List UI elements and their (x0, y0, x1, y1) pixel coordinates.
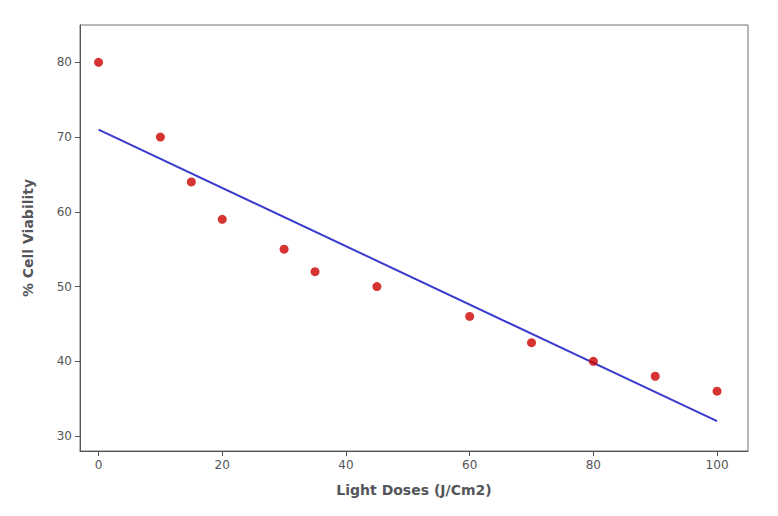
svg-text:20: 20 (215, 458, 230, 472)
svg-text:60: 60 (57, 205, 72, 219)
svg-text:40: 40 (338, 458, 353, 472)
svg-text:% Cell Viability: % Cell Viability (20, 179, 36, 297)
svg-text:80: 80 (586, 458, 601, 472)
svg-text:40: 40 (57, 354, 72, 368)
svg-text:60: 60 (462, 458, 477, 472)
svg-text:100: 100 (706, 458, 729, 472)
svg-text:80: 80 (57, 55, 72, 69)
svg-text:50: 50 (57, 280, 72, 294)
svg-text:70: 70 (57, 130, 72, 144)
svg-text:30: 30 (57, 429, 72, 443)
svg-text:0: 0 (95, 458, 103, 472)
svg-text:Light Doses (J/Cm2): Light Doses (J/Cm2) (336, 482, 491, 498)
